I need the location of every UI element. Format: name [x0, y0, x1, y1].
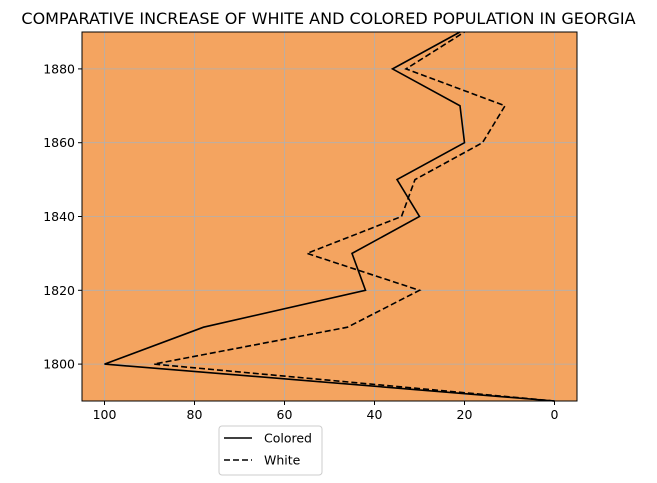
series-group	[104, 31, 555, 402]
y-tick-label: 1820	[43, 283, 75, 298]
series-line-colored	[104, 31, 555, 402]
x-tick-label: 0	[551, 407, 559, 422]
legend-label-colored: Colored	[264, 431, 312, 446]
x-tick-label: 100	[93, 407, 117, 422]
y-tick-label: 1880	[43, 61, 75, 76]
axes: 100 80 60 40 20 0 1800 1820 1840 1860 1880	[43, 61, 558, 422]
y-tick-label: 1860	[43, 135, 75, 150]
chart-title: COMPARATIVE INCREASE OF WHITE AND COLORE…	[21, 9, 635, 28]
legend: Colored White	[218, 425, 323, 476]
x-tick-label: 60	[277, 407, 293, 422]
x-tick-label: 40	[367, 407, 383, 422]
legend-label-white: White	[264, 453, 301, 468]
grid	[82, 32, 577, 401]
series-line-white	[153, 31, 555, 402]
x-tick-label: 20	[457, 407, 473, 422]
y-tick-label: 1840	[43, 209, 75, 224]
x-tick-label: 80	[187, 407, 203, 422]
y-tick-label: 1800	[43, 357, 75, 372]
